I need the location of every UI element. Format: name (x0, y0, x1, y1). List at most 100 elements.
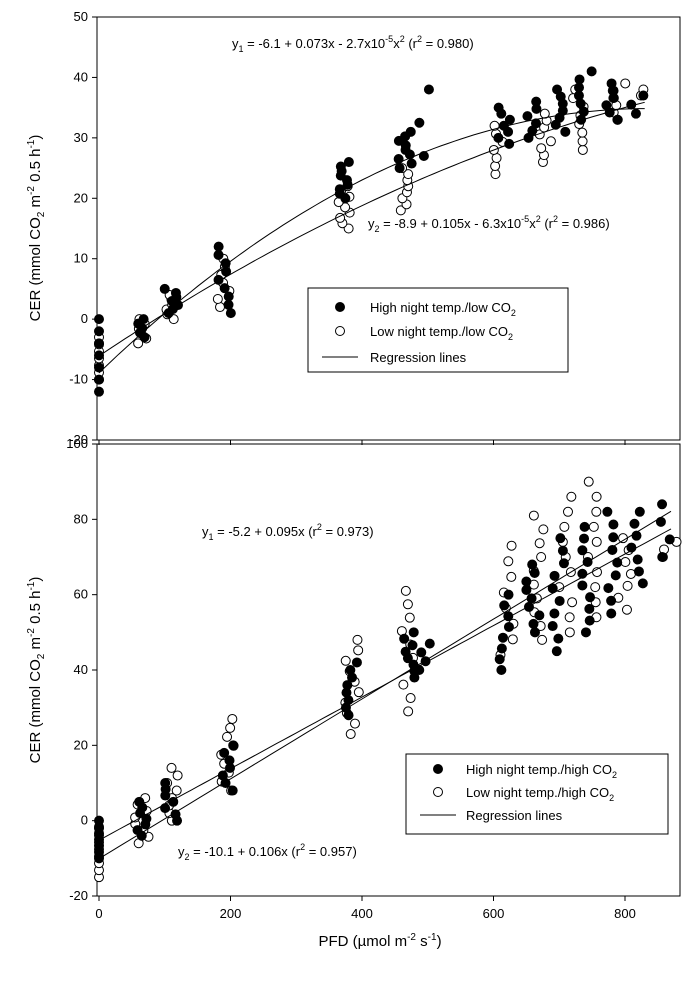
data-point-filled (219, 283, 230, 294)
data-point-filled (407, 640, 418, 651)
data-point-filled (603, 583, 614, 594)
data-point-filled (579, 533, 590, 544)
data-point-open (538, 524, 549, 535)
data-point-filled (530, 118, 541, 129)
data-point-open (227, 713, 238, 724)
data-point-filled (657, 552, 668, 562)
bottom-x-axis: 0 200 400 600 800 (95, 896, 636, 921)
data-point-filled (132, 825, 143, 836)
regression-line-2 (98, 510, 672, 860)
data-point-filled (138, 314, 149, 325)
bottom-equation-y2: y2 = -10.1 + 0.106x (r2 = 0.957) (178, 842, 357, 862)
top-equation-y2: y2 = -8.9 + 0.105x - 6.3x10-5x2 (r2 = 0.… (368, 214, 610, 234)
data-point-open (577, 127, 588, 138)
regression-line-1 (98, 101, 645, 357)
top-regression-lines (98, 101, 645, 374)
data-point-filled (574, 74, 585, 85)
data-point-filled (223, 299, 234, 310)
data-point-filled (213, 249, 224, 260)
data-point-filled (630, 108, 641, 119)
data-point-filled (632, 554, 643, 565)
data-point-filled (554, 595, 565, 606)
data-point-open (340, 655, 351, 666)
data-point-filled (160, 778, 171, 788)
data-point-open (620, 557, 631, 568)
top-legend-box (307, 287, 569, 373)
data-point-filled (560, 126, 571, 137)
data-point-filled (552, 84, 563, 95)
y-tick-label: 80 (74, 511, 88, 526)
data-point-open (588, 521, 599, 532)
y-tick-label: 0 (81, 813, 88, 828)
data-point-filled (606, 608, 617, 619)
data-point-filled (638, 90, 649, 101)
data-point-open (591, 536, 602, 547)
data-point-filled (496, 643, 507, 654)
y-tick-label: 30 (74, 130, 88, 145)
data-point-filled (160, 803, 171, 814)
data-point-filled (547, 621, 558, 632)
data-point-open (353, 645, 364, 656)
data-point-filled (633, 566, 644, 577)
data-point-filled (534, 610, 545, 621)
data-point-filled (335, 161, 346, 172)
data-point-filled (606, 595, 617, 606)
data-point-filled (584, 615, 595, 626)
data-point-open (559, 521, 570, 532)
data-point-filled (557, 545, 568, 556)
data-point-filled (400, 646, 411, 657)
data-point-filled (655, 516, 666, 527)
data-point-filled (602, 506, 613, 517)
data-point-filled (134, 796, 145, 807)
data-point-filled (610, 570, 621, 581)
data-point-filled (634, 506, 645, 517)
data-point-filled (503, 589, 514, 600)
data-point-open (404, 612, 415, 623)
data-point-filled (584, 603, 595, 614)
bottom-equation-y1: y1 = -5.2 + 0.095x (r2 = 0.973) (202, 522, 374, 542)
data-point-open (590, 582, 601, 593)
data-point-filled (228, 740, 239, 751)
data-point-open (577, 144, 588, 155)
data-point-filled (224, 755, 235, 766)
data-point-open (133, 338, 144, 349)
bottom-legend-label-high: High night temp./high CO2 (466, 762, 617, 780)
data-point-open (536, 552, 547, 562)
x-tick-label: 600 (483, 906, 505, 921)
data-point-filled (601, 100, 612, 111)
data-point-open (536, 143, 547, 154)
data-point-filled (586, 66, 597, 77)
data-point-open (577, 136, 588, 147)
y-tick-label: 10 (74, 251, 88, 266)
data-point-open (343, 223, 354, 234)
data-point-filled (343, 157, 354, 168)
data-point-filled (531, 96, 542, 107)
y-tick-label: 20 (74, 190, 88, 205)
data-point-open (564, 612, 575, 623)
data-point-filled (558, 558, 569, 569)
data-point-open (506, 571, 517, 582)
data-point-filled (94, 386, 104, 397)
data-point-filled (220, 258, 231, 269)
data-point-filled (416, 647, 427, 658)
data-point-filled (523, 601, 534, 612)
data-point-open (537, 634, 548, 645)
data-point-open (352, 634, 363, 645)
data-point-open (583, 476, 594, 487)
data-point-filled (94, 362, 104, 373)
data-point-filled (529, 568, 540, 579)
data-point-open (545, 136, 556, 147)
data-point-open (172, 770, 183, 781)
data-point-filled (342, 680, 353, 691)
data-point-open (403, 706, 414, 717)
data-point-filled (94, 374, 104, 385)
data-point-filled (94, 815, 104, 826)
data-point-filled (585, 592, 596, 603)
top-panel-low-co2: -20 -10 0 10 20 30 40 50 y1 = -6.1 + 0.073x - 2… (26, 9, 681, 447)
data-point-open (566, 491, 577, 502)
data-point-open (215, 302, 226, 313)
data-point-open (621, 604, 632, 615)
data-point-open (534, 538, 545, 549)
data-point-filled (223, 291, 234, 302)
